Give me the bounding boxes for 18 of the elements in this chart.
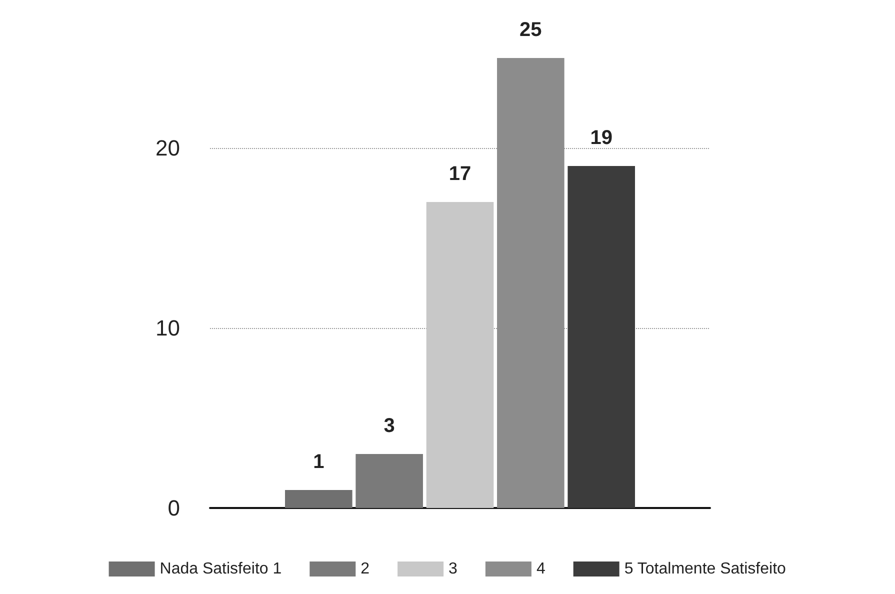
data-label: 19 [590,127,612,149]
bar [568,166,635,508]
data-label: 17 [448,163,472,185]
data-label: 1 [313,451,324,473]
y-tick-label: 0 [168,496,180,520]
bar [497,58,564,508]
legend-label: 4 [536,560,546,578]
bar [426,202,494,508]
data-label: 25 [520,19,542,41]
y-tick-label: 20 [156,136,180,160]
y-tick-label: 10 [156,316,180,340]
legend-label: Nada Satisfeito 1 [160,560,282,578]
legend-label: 5 Totalmente Satisfeito [624,560,786,578]
data-label: 3 [384,415,395,437]
bar [356,454,423,508]
bar [285,490,352,508]
legend-label: 3 [448,560,458,578]
legend-label: 2 [360,560,370,578]
